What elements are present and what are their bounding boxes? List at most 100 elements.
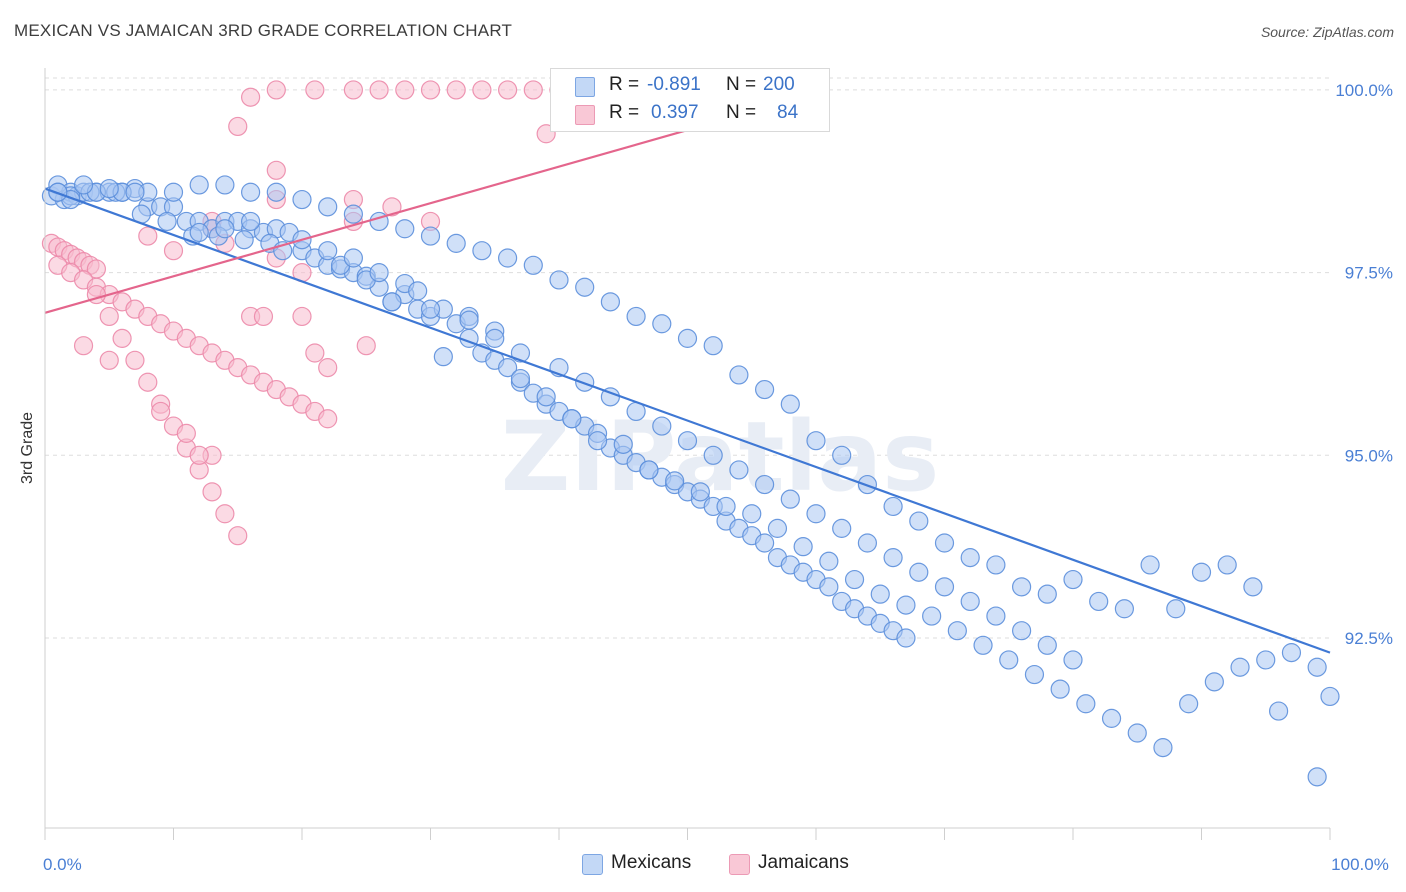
mexican-point <box>883 496 903 517</box>
mexican-point <box>677 328 698 348</box>
mexican-point <box>832 445 852 465</box>
legend-r-value: 0.397 <box>651 102 699 123</box>
mexican-point <box>819 577 839 597</box>
chart-title: MEXICAN VS JAMAICAN 3RD GRADE CORRELATIO… <box>14 21 513 40</box>
jamaican-point <box>228 526 248 546</box>
y-tick-label: 95.0% <box>1345 446 1393 465</box>
mexican-point <box>1101 708 1122 728</box>
mexican-point <box>536 387 556 407</box>
jamaican-point <box>498 80 518 100</box>
mexican-point <box>960 591 980 612</box>
legend-n-label: N = <box>726 102 757 123</box>
jamaican-point <box>343 80 363 100</box>
mexican-point <box>857 533 878 553</box>
mexican-point <box>575 277 595 297</box>
mexican-point <box>241 182 261 202</box>
mexican-point <box>1191 562 1212 582</box>
legend-r-label: R = <box>609 74 640 95</box>
mexican-point <box>318 241 338 261</box>
jamaican-point <box>189 445 209 465</box>
mexican-point <box>1307 657 1327 677</box>
jamaican-point <box>125 350 145 370</box>
regression-lines <box>44 129 1331 654</box>
mexican-point <box>742 504 762 524</box>
jamaican-point <box>318 358 338 378</box>
jamaican-point <box>446 80 466 100</box>
mexican-point <box>652 314 672 334</box>
jamaican-point <box>151 401 171 422</box>
mexican-point <box>215 219 235 239</box>
mexicans-legend-label: Mexicans <box>611 852 692 873</box>
mexican-point <box>1320 686 1340 707</box>
mexican-point <box>433 347 453 367</box>
mexican-point <box>498 248 518 268</box>
mexican-point <box>1114 599 1135 619</box>
mexican-point <box>1063 569 1083 590</box>
mexican-point <box>639 460 659 480</box>
mexican-point <box>665 471 685 491</box>
jamaican-point <box>395 80 415 100</box>
mexican-point <box>1127 723 1147 743</box>
mexican-point <box>1179 694 1199 714</box>
mexican-point <box>729 460 749 480</box>
mexican-point <box>498 358 518 378</box>
legend-n-label: N = <box>726 74 757 95</box>
jamaican-point <box>305 80 325 100</box>
mexican-point <box>1204 672 1224 692</box>
jamaican-point <box>99 350 119 370</box>
jamaican-point <box>138 226 158 246</box>
mexican-point <box>1063 650 1083 670</box>
mexican-point <box>780 394 800 414</box>
jamaican-point <box>369 80 389 100</box>
jamaican-point <box>356 336 376 356</box>
mexican-point <box>1024 664 1045 685</box>
y-axis-title: 3rd Grade <box>19 412 36 484</box>
mexican-point <box>1217 555 1237 575</box>
jamaicans-points <box>41 80 698 546</box>
mexican-point <box>1166 599 1186 619</box>
mexican-point <box>369 263 389 283</box>
jamaican-point <box>292 306 312 327</box>
mexican-point <box>934 577 955 597</box>
mexican-point <box>125 182 145 202</box>
mexican-point <box>318 197 338 217</box>
mexican-point <box>382 292 402 312</box>
mexican-point <box>408 281 428 301</box>
mexican-point <box>729 365 749 385</box>
mexican-point <box>690 482 710 502</box>
jamaican-point <box>266 80 286 100</box>
mexican-point <box>1140 555 1160 575</box>
mexican-point <box>600 292 621 312</box>
x-tick-label: 100.0% <box>1331 855 1389 874</box>
mexican-point <box>806 431 826 451</box>
mexican-point <box>1011 577 1032 597</box>
mexican-point <box>472 241 492 261</box>
mexican-point <box>1089 591 1109 612</box>
jamaican-point <box>163 241 184 261</box>
mexican-point <box>163 182 184 202</box>
mexican-point <box>613 434 633 454</box>
legend-n-value: 200 <box>763 74 795 95</box>
mexican-point <box>767 518 788 538</box>
mexicans-trend-line <box>44 187 1331 654</box>
mexican-point <box>844 569 865 590</box>
mexican-point <box>716 496 736 517</box>
mexican-point <box>73 175 94 195</box>
jamaican-point <box>228 116 248 137</box>
jamaican-point <box>420 80 441 100</box>
mexican-point <box>1011 621 1032 641</box>
jamaican-point <box>241 87 261 107</box>
jamaican-point <box>138 372 158 392</box>
mexican-point <box>973 635 993 655</box>
source-credit: Source: ZipAtlas.com <box>1260 24 1394 40</box>
mexican-point <box>832 518 852 538</box>
grid-layer <box>45 77 1330 639</box>
mexican-point <box>215 175 235 195</box>
jamaicans-legend-swatch <box>729 854 750 875</box>
mexican-point <box>909 511 929 531</box>
mexican-point <box>241 211 261 232</box>
mexican-point <box>1243 577 1263 597</box>
mexican-point <box>234 230 254 250</box>
mexican-point <box>703 445 723 465</box>
mexican-point <box>986 555 1006 575</box>
